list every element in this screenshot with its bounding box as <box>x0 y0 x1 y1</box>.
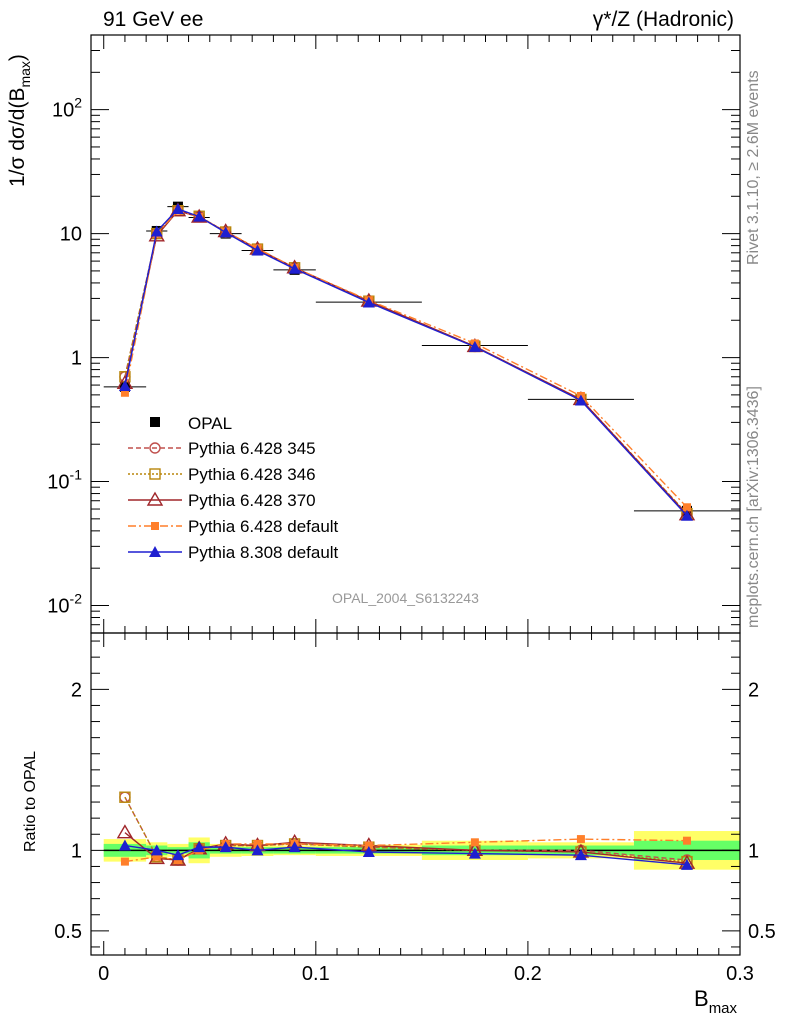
legend-marker-2 <box>149 468 161 480</box>
ratio-point-5 <box>118 839 131 851</box>
x-tick-label: 0.1 <box>302 963 330 985</box>
ratio-point-5 <box>193 841 206 853</box>
ratio-point-5 <box>680 858 693 870</box>
ratio-curve-4 <box>124 838 687 863</box>
mc-curve-4 <box>124 209 688 508</box>
analysis-watermark: OPAL_2004_S6132243 <box>332 590 479 606</box>
ratio-point-5 <box>574 849 587 861</box>
ratio-point-4 <box>253 839 262 848</box>
x-tick-label: 0.2 <box>514 963 542 985</box>
ratio-y-tick-label-right: 1 <box>748 840 759 862</box>
mc-point-5 <box>171 202 184 214</box>
mc-point-5 <box>251 244 264 256</box>
legend-marker-5 <box>149 546 161 557</box>
ratio-point-4 <box>470 838 479 847</box>
mc-point-5 <box>362 296 375 308</box>
ratio-plot-frame <box>90 632 741 956</box>
mc-point-5 <box>574 394 587 406</box>
process-label-right: γ*/Z (Hadronic) <box>592 8 734 31</box>
mc-point-5 <box>468 340 481 352</box>
ratio-point-5 <box>468 847 481 859</box>
legend-label-1: Pythia 6.428 345 <box>188 439 316 458</box>
ratio-point-5 <box>150 844 163 856</box>
main-y-tick-label: 10-1 <box>47 467 82 494</box>
legend-label-2: Pythia 6.428 346 <box>188 465 316 484</box>
mc-point-5 <box>288 262 301 274</box>
ratio-point-5 <box>171 849 184 861</box>
ratio-point-4 <box>152 852 161 861</box>
rivet-version-note: Rivet 3.1.10, ≥ 2.6M events <box>745 70 762 265</box>
mc-point-4 <box>682 503 691 512</box>
ratio-point-5 <box>251 844 264 856</box>
ratio-y-tick-label-right: 2 <box>748 679 759 701</box>
x-tick-label: 0 <box>98 963 109 985</box>
ratio-point-5 <box>219 841 232 853</box>
legend-marker-opal <box>150 417 160 427</box>
mcplots-reference-note: mcplots.cern.ch [arXiv:1306.3436] <box>745 386 762 628</box>
ratio-point-1 <box>119 791 131 803</box>
ratio-point-5 <box>288 841 301 853</box>
ratio-point-5 <box>362 845 375 857</box>
legend-marker-1 <box>149 442 161 454</box>
main-y-tick-label: 1 <box>71 348 82 370</box>
legend-label-5: Pythia 8.308 default <box>188 543 339 562</box>
process-label-left: 91 GeV ee <box>103 8 204 31</box>
x-axis-title: Bmax <box>694 986 738 1017</box>
ratio-point-4 <box>120 857 129 866</box>
mc-point-5 <box>193 210 206 222</box>
ratio-point-4 <box>682 836 691 845</box>
mc-point-5 <box>118 379 131 391</box>
ratio-y-axis-title: Ratio to OPAL <box>22 750 39 852</box>
x-tick-label: 0.3 <box>726 963 754 985</box>
legend-label-opal: OPAL <box>188 414 232 433</box>
mc-point-5 <box>680 509 693 521</box>
mc-point-5 <box>150 225 163 237</box>
ratio-point-4 <box>364 841 373 850</box>
ratio-y-tick-label: 2 <box>71 679 82 701</box>
ratio-point-4 <box>576 835 585 844</box>
ratio-point-3 <box>116 824 134 839</box>
main-y-tick-label: 10-2 <box>47 590 82 617</box>
ratio-point-2 <box>119 791 131 803</box>
ratio-y-tick-label: 1 <box>71 840 82 862</box>
mc-point-4 <box>120 388 129 397</box>
legend-marker-3 <box>146 491 164 506</box>
legend-marker-4 <box>151 522 159 530</box>
ratio-y-tick-label: 0.5 <box>54 921 82 943</box>
legend-label-4: Pythia 6.428 default <box>188 517 339 536</box>
ratio-y-tick-label-right: 0.5 <box>748 921 776 943</box>
main-y-tick-label: 102 <box>52 95 82 122</box>
main-y-tick-label: 10 <box>60 224 82 246</box>
mc-point-5 <box>219 226 232 238</box>
main-y-axis-title: 1/σ dσ/d(Bmax) <box>6 54 33 187</box>
legend-label-3: Pythia 6.428 370 <box>188 491 316 510</box>
